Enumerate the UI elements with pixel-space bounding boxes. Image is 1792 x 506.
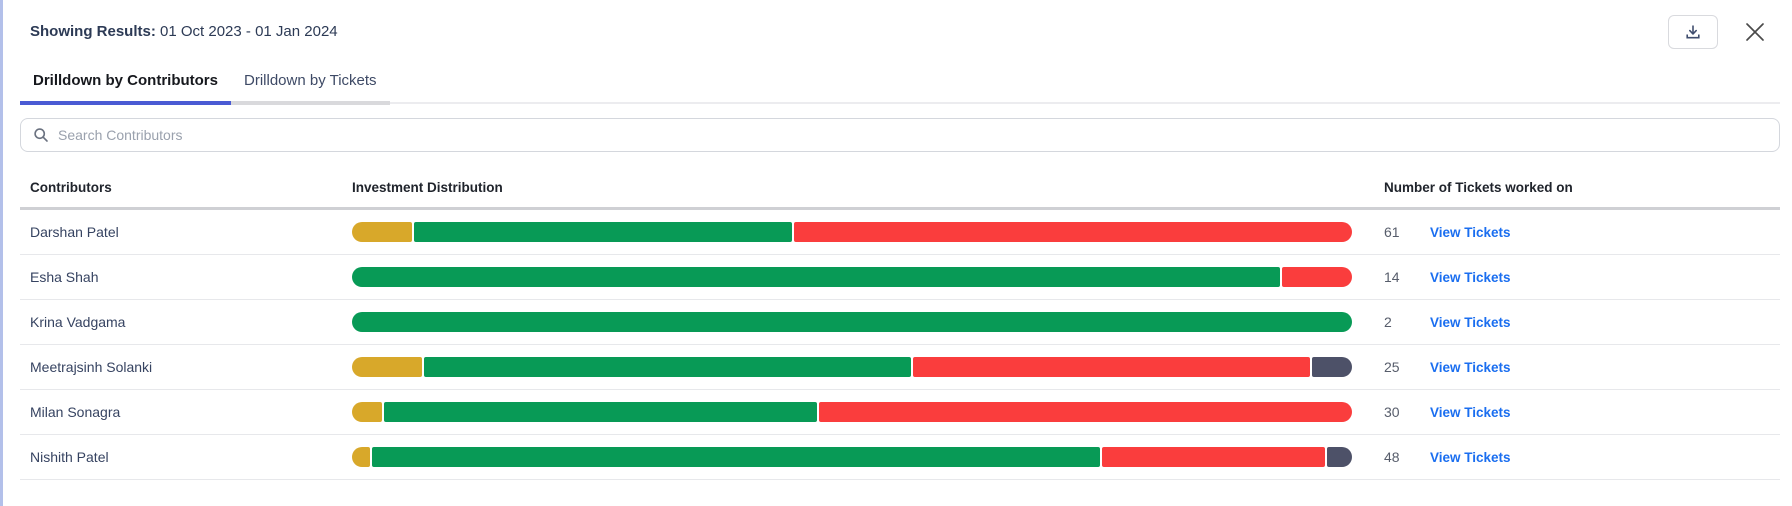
close-icon <box>1743 20 1767 44</box>
search-row <box>20 118 1780 152</box>
download-button[interactable] <box>1668 14 1718 49</box>
contributor-name: Nishith Patel <box>30 449 109 465</box>
showing-results-label: Showing Results: <box>30 23 156 40</box>
bar-segment-green <box>383 402 818 422</box>
tickets-count: 48 <box>1384 449 1400 465</box>
bar-segment-slate <box>1327 447 1352 467</box>
investment-distribution-bar <box>352 267 1352 287</box>
bar-segment-green <box>352 267 1281 287</box>
bar-segment-yellow <box>352 402 382 422</box>
contributor-name: Darshan Patel <box>30 224 119 240</box>
investment-distribution-bar <box>352 357 1352 377</box>
contributor-name: Esha Shah <box>30 269 99 285</box>
investment-distribution-bar <box>352 222 1353 242</box>
view-tickets-link[interactable]: View Tickets <box>1430 359 1511 375</box>
tickets-count: 25 <box>1384 359 1400 375</box>
table-row: Nishith Patel 48 View Tickets <box>20 435 1780 480</box>
tickets-count: 14 <box>1384 269 1400 285</box>
column-header-investment-distribution: Investment Distribution <box>352 180 503 195</box>
bar-segment-green <box>371 447 1100 467</box>
column-header-tickets-worked-on: Number of Tickets worked on <box>1384 180 1573 195</box>
download-icon <box>1684 23 1702 41</box>
view-tickets-link[interactable]: View Tickets <box>1430 404 1511 420</box>
table-row: Darshan Patel 61 View Tickets <box>20 210 1780 255</box>
tickets-count: 30 <box>1384 404 1400 420</box>
bar-segment-green <box>352 312 1352 332</box>
view-tickets-link[interactable]: View Tickets <box>1430 269 1511 285</box>
close-button[interactable] <box>1740 17 1770 47</box>
bar-segment-yellow <box>352 447 370 467</box>
tab-drilldown-by-contributors[interactable]: Drilldown by Contributors <box>20 64 231 105</box>
view-tickets-link[interactable]: View Tickets <box>1430 224 1511 240</box>
investment-distribution-bar <box>352 312 1352 332</box>
tickets-count: 2 <box>1384 314 1392 330</box>
header-actions <box>1668 14 1770 49</box>
contributor-name: Meetrajsinh Solanki <box>30 359 153 375</box>
results-header: Showing Results: 01 Oct 2023 - 01 Jan 20… <box>20 0 1780 56</box>
search-icon <box>33 127 49 143</box>
bar-segment-red <box>794 222 1353 242</box>
contributor-name: Milan Sonagra <box>30 404 121 420</box>
table-row: Meetrajsinh Solanki 25 View Tickets <box>20 345 1780 390</box>
contributor-name: Krina Vadgama <box>30 314 126 330</box>
drilldown-tabs: Drilldown by Contributors Drilldown by T… <box>20 64 1780 105</box>
bar-segment-red <box>912 357 1311 377</box>
tab-drilldown-by-tickets[interactable]: Drilldown by Tickets <box>231 64 390 105</box>
view-tickets-link[interactable]: View Tickets <box>1430 449 1511 465</box>
investment-distribution-bar <box>352 447 1352 467</box>
search-contributors-input[interactable] <box>58 127 1767 143</box>
bar-segment-green <box>423 357 911 377</box>
table-row: Milan Sonagra 30 View Tickets <box>20 390 1780 435</box>
bar-segment-red <box>1282 267 1352 287</box>
bar-segment-yellow <box>352 222 412 242</box>
bar-segment-red <box>819 402 1352 422</box>
drilldown-panel: Showing Results: 01 Oct 2023 - 01 Jan 20… <box>3 0 1792 480</box>
bar-segment-yellow <box>352 357 422 377</box>
column-header-contributors: Contributors <box>30 180 112 195</box>
search-box[interactable] <box>20 118 1780 152</box>
results-date-range: 01 Oct 2023 - 01 Jan 2024 <box>160 23 338 40</box>
bar-segment-red <box>1101 447 1326 467</box>
tickets-count: 61 <box>1384 224 1400 240</box>
investment-distribution-bar <box>352 402 1352 422</box>
bar-segment-green <box>413 222 793 242</box>
table-row: Krina Vadgama 2 View Tickets <box>20 300 1780 345</box>
table-row: Esha Shah 14 View Tickets <box>20 255 1780 300</box>
view-tickets-link[interactable]: View Tickets <box>1430 314 1511 330</box>
table-header-row: Contributors Investment Distribution Num… <box>20 168 1780 210</box>
showing-results-text: Showing Results: 01 Oct 2023 - 01 Jan 20… <box>30 23 338 40</box>
bar-segment-slate <box>1312 357 1352 377</box>
